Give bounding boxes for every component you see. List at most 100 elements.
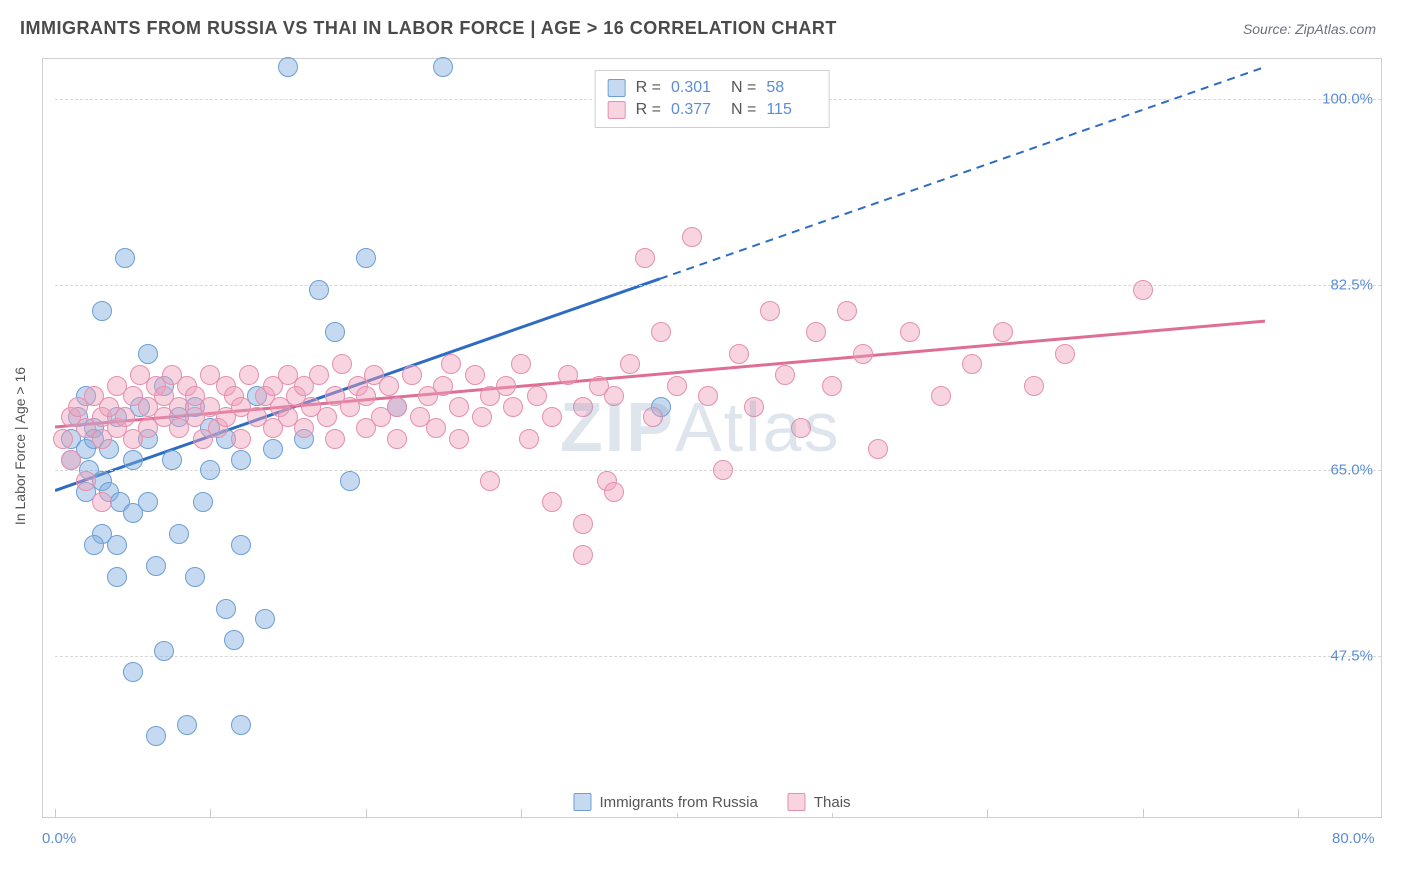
data-point [744, 397, 764, 417]
data-point [635, 248, 655, 268]
legend-swatch [788, 793, 806, 811]
data-point [604, 386, 624, 406]
stat-label: N = [731, 101, 756, 119]
stat-r-value: 0.377 [671, 101, 721, 119]
xtick-mark [987, 809, 988, 817]
data-point [294, 418, 314, 438]
data-point [76, 471, 96, 491]
data-point [449, 429, 469, 449]
data-point [138, 344, 158, 364]
stats-legend: R = 0.301 N = 58 R = 0.377 N = 115 [595, 70, 830, 128]
ytick-label: 82.5% [1330, 276, 1373, 293]
data-point [169, 524, 189, 544]
stats-row: R = 0.377 N = 115 [608, 99, 817, 121]
data-point [643, 407, 663, 427]
data-point [868, 439, 888, 459]
data-point [667, 376, 687, 396]
ytick-label: 100.0% [1322, 90, 1373, 107]
xtick-mark [366, 809, 367, 817]
data-point [115, 407, 135, 427]
data-point [993, 322, 1013, 342]
data-point [1133, 280, 1153, 300]
legend-swatch [608, 101, 626, 119]
data-point [325, 429, 345, 449]
data-point [162, 450, 182, 470]
chart-container: ZIPAtlas R = 0.301 N = 58 R = 0.377 N = 115 Imm… [42, 58, 1382, 818]
stats-row: R = 0.301 N = 58 [608, 77, 817, 99]
data-point [604, 482, 624, 502]
xtick-mark [55, 809, 56, 817]
stat-n-value: 58 [766, 79, 816, 97]
y-axis-label: In Labor Force | Age > 16 [12, 367, 28, 525]
data-point [837, 301, 857, 321]
stat-r-value: 0.301 [671, 79, 721, 97]
xtick-label-left: 0.0% [42, 830, 76, 847]
data-point [519, 429, 539, 449]
data-point [154, 641, 174, 661]
ytick-label: 65.0% [1330, 462, 1373, 479]
data-point [402, 365, 422, 385]
gridline [55, 285, 1381, 286]
xtick-label-right: 80.0% [1332, 830, 1375, 847]
data-point [853, 344, 873, 364]
data-point [231, 429, 251, 449]
data-point [92, 301, 112, 321]
data-point [760, 301, 780, 321]
data-point [480, 471, 500, 491]
xtick-mark [210, 809, 211, 817]
data-point [84, 535, 104, 555]
plot-area: ZIPAtlas [55, 67, 1296, 787]
data-point [573, 397, 593, 417]
data-point [92, 492, 112, 512]
data-point [620, 354, 640, 374]
data-point [138, 492, 158, 512]
data-point [729, 344, 749, 364]
data-point [61, 450, 81, 470]
legend-swatch [573, 793, 591, 811]
data-point [542, 407, 562, 427]
legend-swatch [608, 79, 626, 97]
data-point [791, 418, 811, 438]
stat-label: R = [636, 101, 661, 119]
bottom-legend: Immigrants from Russia Thais [563, 791, 860, 813]
data-point [185, 567, 205, 587]
stat-n-value: 115 [766, 101, 816, 119]
legend-label: Thais [814, 794, 851, 811]
data-point [309, 365, 329, 385]
data-point [449, 397, 469, 417]
data-point [325, 322, 345, 342]
xtick-mark [1298, 809, 1299, 817]
data-point [426, 418, 446, 438]
stat-label: N = [731, 79, 756, 97]
data-point [573, 514, 593, 534]
data-point [822, 376, 842, 396]
trend-lines [55, 67, 1296, 787]
data-point [231, 535, 251, 555]
data-point [123, 450, 143, 470]
data-point [573, 545, 593, 565]
legend-label: Immigrants from Russia [599, 794, 757, 811]
data-point [387, 397, 407, 417]
data-point [309, 280, 329, 300]
data-point [698, 386, 718, 406]
legend-item: Thais [788, 793, 851, 811]
data-point [332, 354, 352, 374]
data-point [231, 715, 251, 735]
data-point [962, 354, 982, 374]
data-point [433, 376, 453, 396]
stat-label: R = [636, 79, 661, 97]
data-point [682, 227, 702, 247]
data-point [115, 248, 135, 268]
data-point [239, 365, 259, 385]
data-point [511, 354, 531, 374]
data-point [278, 57, 298, 77]
data-point [1024, 376, 1044, 396]
data-point [387, 429, 407, 449]
gridline [55, 656, 1381, 657]
data-point [496, 376, 516, 396]
xtick-mark [1143, 809, 1144, 817]
data-point [146, 556, 166, 576]
source-label: Source: ZipAtlas.com [1243, 21, 1376, 37]
data-point [713, 460, 733, 480]
data-point [340, 471, 360, 491]
